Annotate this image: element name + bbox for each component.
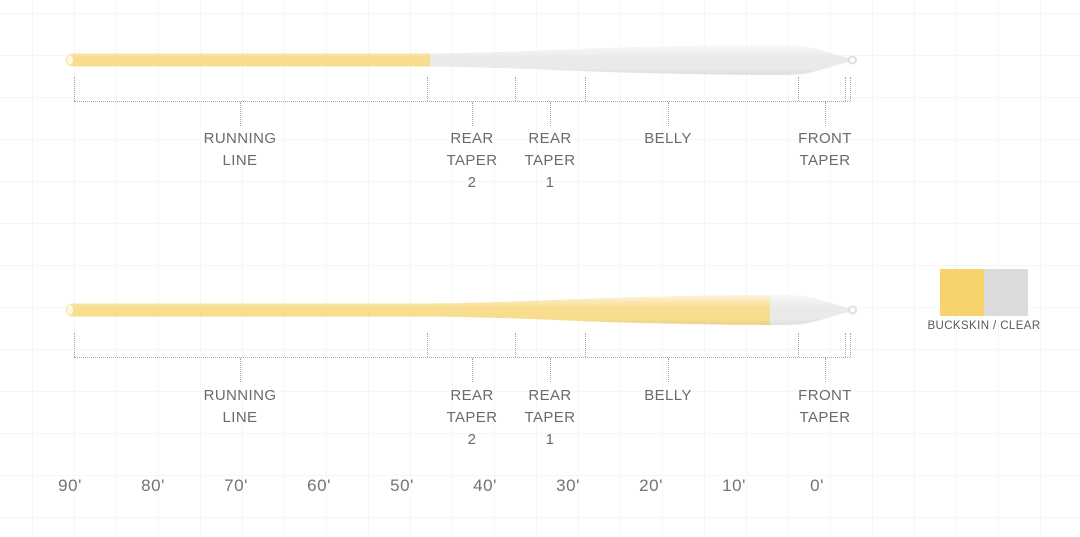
fly-line-top <box>66 45 857 75</box>
top-line-sheen <box>66 45 851 75</box>
section-label-line: LINE <box>222 409 258 426</box>
section-label-line: LINE <box>222 152 258 169</box>
section-label-line: 2 <box>467 431 477 448</box>
section-boundary-tick <box>585 77 586 101</box>
label-tick-running-line <box>240 358 241 382</box>
bottom-line-rear-loop <box>67 305 73 315</box>
section-boundary-tick <box>515 333 516 357</box>
section-label-line: TAPER <box>524 409 576 426</box>
section-boundary-tick <box>74 77 75 101</box>
label-tick-rear-taper-1 <box>550 358 551 382</box>
section-label-line: REAR <box>450 130 494 147</box>
section-boundary-tick <box>798 333 799 357</box>
scale-label-0: 0' <box>810 476 824 495</box>
section-label-line: REAR <box>528 130 572 147</box>
section-label-line: BELLY <box>644 130 692 147</box>
section-label-line: RUNNING <box>203 387 277 404</box>
section-boundary-tick <box>845 333 846 357</box>
scale-label-60: 60' <box>307 476 331 495</box>
section-boundary-tick <box>74 333 75 357</box>
section-label-line: TAPER <box>799 152 851 169</box>
label-tick-rear-taper-2 <box>472 358 473 382</box>
section-label-running-line: RUNNING LINE <box>170 128 310 172</box>
section-boundary-tick <box>427 77 428 101</box>
section-label-line: 1 <box>545 431 555 448</box>
bracket-line <box>74 101 850 102</box>
section-boundary-tick <box>845 77 846 101</box>
scale-label-20: 20' <box>639 476 663 495</box>
section-label-line: RUNNING <box>203 130 277 147</box>
section-label-front-taper: FRONT TAPER <box>755 385 895 429</box>
section-label-rear-taper-1: REAR TAPER 1 <box>480 385 620 451</box>
label-tick-belly <box>668 358 669 382</box>
legend-swatches <box>904 269 1064 316</box>
label-tick-belly <box>668 102 669 126</box>
section-label-line: TAPER <box>524 152 576 169</box>
label-tick-running-line <box>240 102 241 126</box>
legend-label: BUCKSKIN / CLEAR <box>927 320 1041 332</box>
section-label-line: REAR <box>450 387 494 404</box>
section-label-belly: BELLY <box>598 385 738 407</box>
bottom-line-clear-segment <box>770 295 851 325</box>
scale-label-40: 40' <box>473 476 497 495</box>
scale-label-90: 90' <box>58 476 82 495</box>
bottom-line-tip-loop <box>848 305 857 315</box>
top-line-rear-loop <box>67 55 73 65</box>
bracket-line <box>74 357 850 358</box>
section-label-line: BELLY <box>644 387 692 404</box>
label-tick-rear-taper-2 <box>472 102 473 126</box>
label-tick-front-taper <box>825 102 826 126</box>
label-tick-rear-taper-1 <box>550 102 551 126</box>
section-label-rear-taper-2: REAR TAPER 2 <box>402 385 542 451</box>
section-boundary-tick <box>427 333 428 357</box>
scale-label-30: 30' <box>556 476 580 495</box>
section-label-rear-taper-2: REAR TAPER 2 <box>402 128 542 194</box>
section-boundary-tick <box>850 333 851 357</box>
label-tick-front-taper <box>825 358 826 382</box>
section-label-front-taper: FRONT TAPER <box>755 128 895 172</box>
section-label-line: 2 <box>467 174 477 191</box>
section-label-line: REAR <box>528 387 572 404</box>
top-line-clear-segment <box>430 45 851 75</box>
scale-label-10: 10' <box>722 476 746 495</box>
section-label-line: FRONT <box>798 387 852 404</box>
section-boundary-tick <box>798 77 799 101</box>
section-label-running-line: RUNNING LINE <box>170 385 310 429</box>
section-label-line: TAPER <box>446 409 498 426</box>
color-legend: BUCKSKIN / CLEAR <box>904 269 1064 332</box>
section-label-line: FRONT <box>798 130 852 147</box>
legend-swatch-buckskin <box>940 269 984 316</box>
scale-label-50: 50' <box>390 476 414 495</box>
scale-label-80: 80' <box>141 476 165 495</box>
bottom-line-buckskin-segment <box>66 295 770 325</box>
section-label-line: TAPER <box>799 409 851 426</box>
section-label-line: 1 <box>545 174 555 191</box>
section-boundary-tick <box>585 333 586 357</box>
fly-line-bottom <box>66 295 857 325</box>
top-line-buckskin-segment <box>66 53 430 67</box>
section-boundary-tick <box>515 77 516 101</box>
section-boundary-tick <box>850 77 851 101</box>
section-label-rear-taper-1: REAR TAPER 1 <box>480 128 620 194</box>
section-label-line: TAPER <box>446 152 498 169</box>
top-line-tip-loop <box>848 55 857 65</box>
section-label-belly: BELLY <box>598 128 738 150</box>
bottom-line-sheen <box>66 295 851 325</box>
scale-label-70: 70' <box>224 476 248 495</box>
legend-swatch-clear <box>984 269 1028 316</box>
